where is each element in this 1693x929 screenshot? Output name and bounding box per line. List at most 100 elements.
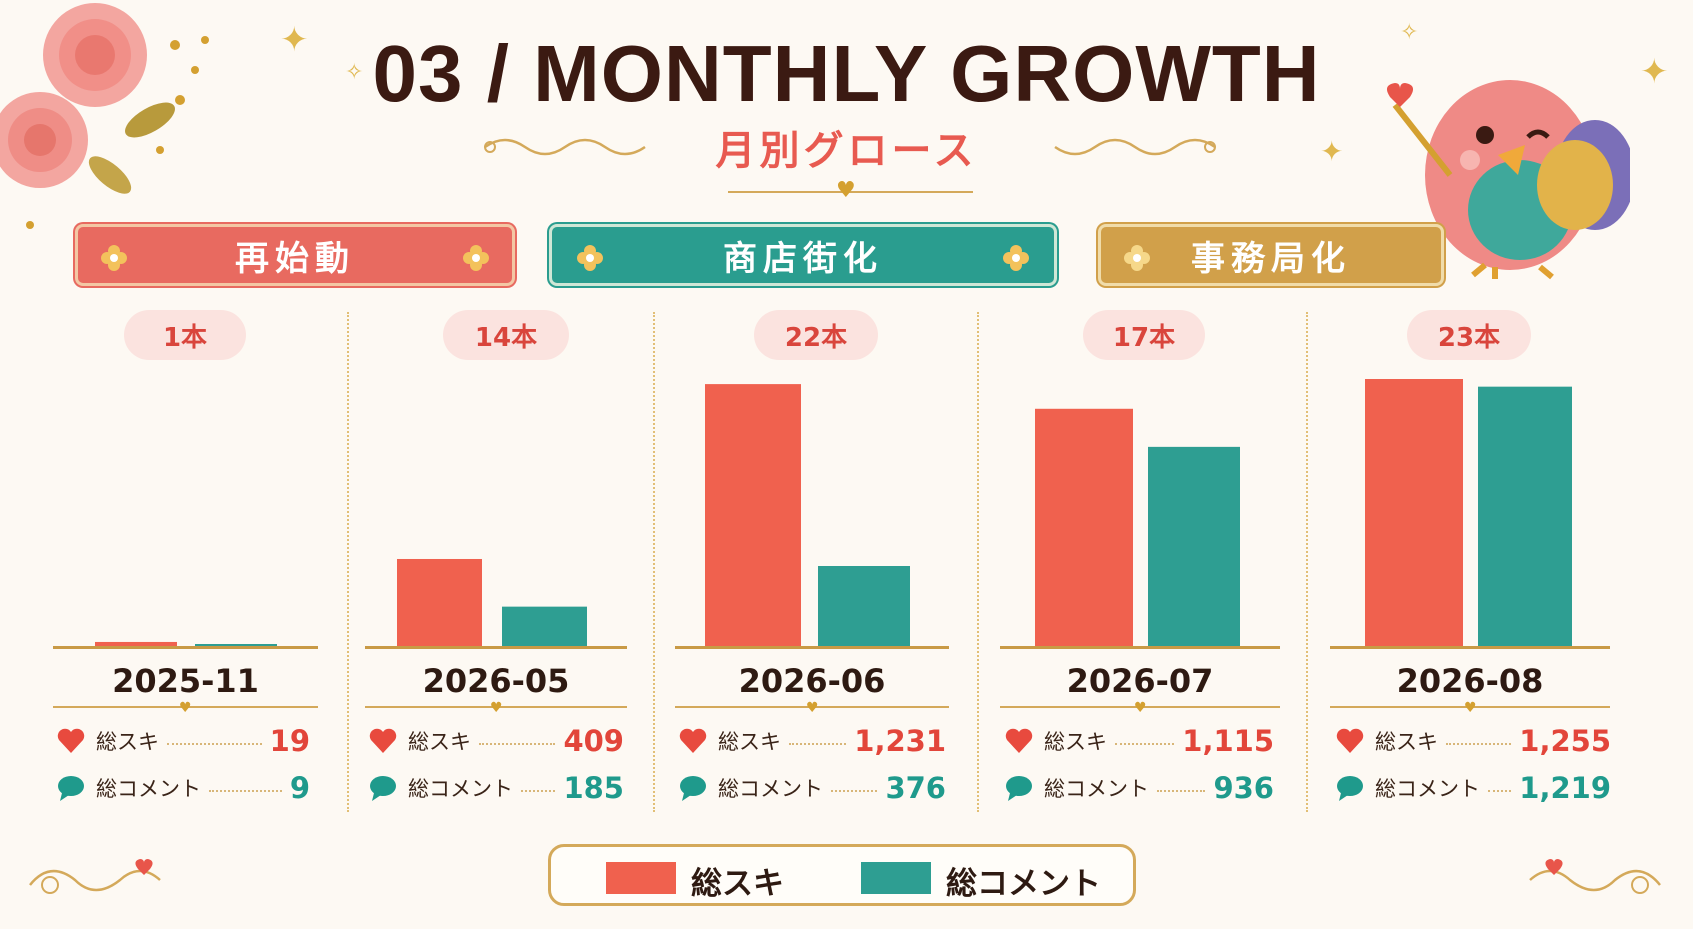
leader-dots bbox=[1115, 743, 1175, 745]
column-divider bbox=[977, 312, 979, 812]
divider-line bbox=[53, 706, 318, 708]
rose-ornament bbox=[0, 3, 209, 229]
likes-bar-2025-11 bbox=[95, 641, 177, 646]
comments-value: 185 bbox=[563, 771, 624, 805]
heart-icon bbox=[369, 728, 397, 753]
flower-icon bbox=[1003, 245, 1029, 271]
month-label: 2026-08 bbox=[1396, 662, 1544, 700]
likes-bar-2026-07 bbox=[1035, 408, 1133, 646]
phase-banner-shopping-street: 商店街化 bbox=[549, 224, 1057, 286]
article-count-badge: 1本 bbox=[124, 310, 246, 360]
comments-label: 総コメント bbox=[1375, 777, 1480, 801]
column-divider bbox=[653, 312, 655, 812]
phase-label: 事務局化 bbox=[1191, 238, 1351, 279]
leader-dots bbox=[209, 790, 282, 792]
phase-banner-restart: 再始動 bbox=[75, 224, 515, 286]
heart-icon: ♥ bbox=[179, 700, 192, 716]
likes-bar-2026-06 bbox=[705, 384, 801, 646]
chart-baseline bbox=[1000, 646, 1280, 649]
month-label: 2026-05 bbox=[422, 662, 570, 700]
bird-mascot bbox=[1386, 80, 1630, 280]
chart-baseline bbox=[1330, 646, 1610, 649]
month-label: 2026-06 bbox=[738, 662, 886, 700]
phase-label: 商店街化 bbox=[723, 238, 883, 279]
comments-label: 総コメント bbox=[408, 777, 513, 801]
leader-dots bbox=[167, 743, 262, 745]
article-count-badge: 23本 bbox=[1407, 310, 1531, 360]
comments-value: 936 bbox=[1213, 771, 1274, 805]
column-divider bbox=[347, 312, 349, 812]
likes-label: 総スキ bbox=[1044, 730, 1107, 754]
leader-dots bbox=[831, 790, 878, 792]
comments-stat: 総コメント 936 bbox=[1004, 768, 1274, 808]
column-divider bbox=[1306, 312, 1308, 812]
speech-bubble-icon bbox=[1006, 776, 1032, 801]
comments-label: 総コメント bbox=[96, 777, 201, 801]
heart-icon bbox=[1005, 728, 1033, 753]
heart-icon bbox=[1336, 728, 1364, 753]
comments-bar-2026-07 bbox=[1148, 446, 1240, 646]
sparkle-icon: ✧ bbox=[345, 60, 364, 85]
month-label: 2026-07 bbox=[1066, 662, 1214, 700]
likes-value: 409 bbox=[563, 724, 624, 758]
divider-line bbox=[675, 706, 949, 708]
speech-bubble-icon bbox=[1337, 776, 1363, 801]
flourish-ornament bbox=[29, 859, 161, 894]
chart-legend: 総スキ 総コメント bbox=[548, 844, 1136, 906]
phase-banner-secretariat: 事務局化 bbox=[1098, 224, 1444, 286]
chart-baseline bbox=[675, 646, 949, 649]
comments-stat: 総コメント 185 bbox=[368, 768, 624, 808]
comments-value: 1,219 bbox=[1519, 771, 1611, 805]
leader-dots bbox=[1157, 790, 1206, 792]
comments-stat: 総コメント 1,219 bbox=[1335, 768, 1611, 808]
article-count-badge: 14本 bbox=[443, 310, 569, 360]
divider-line bbox=[365, 706, 627, 708]
likes-stat: 総スキ 409 bbox=[368, 721, 624, 761]
comments-value: 376 bbox=[885, 771, 946, 805]
page-title: 03 / MONTHLY GROWTH bbox=[372, 29, 1321, 118]
divider-line bbox=[1000, 706, 1280, 708]
article-count-badge: 22本 bbox=[754, 310, 878, 360]
heart-icon: ♥ bbox=[1464, 700, 1477, 716]
flourish-ornament bbox=[1529, 859, 1661, 894]
speech-bubble-icon bbox=[680, 776, 706, 801]
likes-value: 1,255 bbox=[1519, 724, 1611, 758]
leader-dots bbox=[1446, 743, 1512, 745]
month-label: 2025-11 bbox=[112, 662, 259, 700]
likes-bar-2026-08 bbox=[1365, 379, 1463, 646]
comments-label: 総コメント bbox=[1044, 777, 1149, 801]
likes-label: 総スキ bbox=[96, 730, 159, 754]
flourish-ornament bbox=[484, 138, 646, 156]
likes-bar-2026-05 bbox=[397, 558, 482, 646]
likes-stat: 総スキ 1,115 bbox=[1004, 721, 1274, 761]
flourish-ornament bbox=[1054, 138, 1216, 156]
legend-swatch-comments bbox=[861, 862, 931, 894]
phase-label: 再始動 bbox=[235, 238, 355, 279]
leader-dots bbox=[479, 743, 556, 745]
comments-stat: 総コメント 376 bbox=[678, 768, 946, 808]
flower-icon bbox=[1124, 245, 1150, 271]
flower-icon bbox=[101, 245, 127, 271]
sparkle-icon: ✦ bbox=[1640, 52, 1669, 92]
comments-bar-2026-08 bbox=[1478, 386, 1572, 646]
likes-stat: 総スキ 19 bbox=[56, 721, 310, 761]
likes-value: 19 bbox=[269, 724, 310, 758]
comments-bar-2026-05 bbox=[502, 606, 587, 646]
heart-icon bbox=[679, 728, 707, 753]
likes-label: 総スキ bbox=[408, 730, 471, 754]
chart-baseline bbox=[53, 646, 318, 649]
likes-value: 1,231 bbox=[854, 724, 946, 758]
legend-label-comments: 総コメント bbox=[946, 866, 1101, 902]
speech-bubble-icon bbox=[370, 776, 396, 801]
heart-icon: ♥ bbox=[1134, 700, 1147, 716]
sparkle-icon: ✦ bbox=[280, 20, 309, 60]
sparkle-icon: ✧ bbox=[1400, 20, 1419, 45]
sparkle-icon: ✦ bbox=[1320, 135, 1344, 168]
likes-value: 1,115 bbox=[1182, 724, 1274, 758]
chart-baseline bbox=[365, 646, 627, 649]
comments-label: 総コメント bbox=[718, 777, 823, 801]
legend-label-likes: 総スキ bbox=[691, 866, 784, 902]
comments-value: 9 bbox=[289, 771, 310, 805]
page-subtitle: 月別グロース bbox=[715, 128, 978, 174]
